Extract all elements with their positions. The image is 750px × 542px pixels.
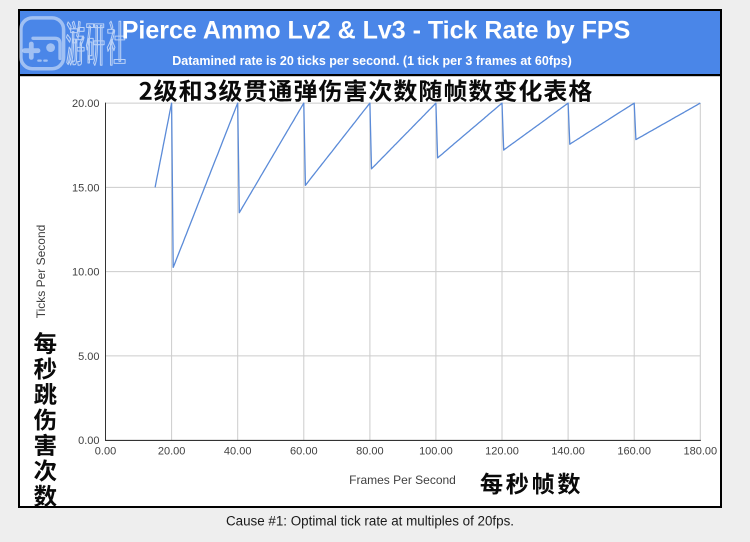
svg-text:Cause #1: Optimal tick rate at: Cause #1: Optimal tick rate at multiples… [226, 514, 514, 529]
svg-text:Frames Per Second: Frames Per Second [349, 473, 456, 487]
svg-text:40.00: 40.00 [224, 446, 252, 458]
svg-text:20.00: 20.00 [158, 446, 186, 458]
svg-text:20.00: 20.00 [72, 98, 100, 110]
svg-text:60.00: 60.00 [290, 446, 318, 458]
svg-text:140.00: 140.00 [551, 446, 585, 458]
svg-text:100.00: 100.00 [419, 446, 453, 458]
svg-text:5.00: 5.00 [78, 351, 99, 363]
svg-text:Pierce Ammo Lv2 & Lv3 - Tick R: Pierce Ammo Lv2 & Lv3 - Tick Rate by FPS [122, 17, 631, 45]
svg-text:Datamined rate is 20 ticks per: Datamined rate is 20 ticks per second. (… [172, 54, 571, 68]
svg-text:15.00: 15.00 [72, 182, 100, 194]
svg-text:120.00: 120.00 [485, 446, 519, 458]
svg-text:0.00: 0.00 [95, 446, 116, 458]
svg-text:Ticks Per Second: Ticks Per Second [34, 225, 48, 319]
svg-text:80.00: 80.00 [356, 446, 384, 458]
svg-text:160.00: 160.00 [617, 446, 651, 458]
svg-text:10.00: 10.00 [72, 267, 100, 279]
svg-text:180.00: 180.00 [683, 446, 717, 458]
svg-text:0.00: 0.00 [78, 435, 99, 447]
